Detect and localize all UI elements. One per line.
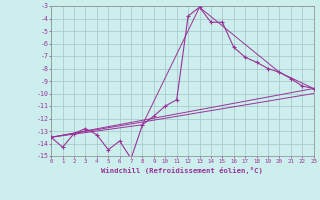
X-axis label: Windchill (Refroidissement éolien,°C): Windchill (Refroidissement éolien,°C) [101,167,263,174]
